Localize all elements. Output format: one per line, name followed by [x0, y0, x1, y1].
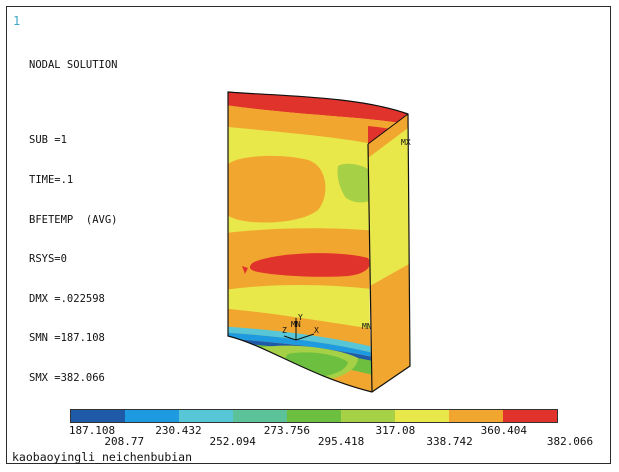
model-outline	[227, 91, 411, 393]
info-smx: SMX =382.066	[29, 371, 105, 384]
info-dmx: DMX =.022598	[29, 292, 105, 305]
info-smn: SMN =187.108	[29, 332, 105, 345]
info-sub: SUB =1	[29, 134, 67, 147]
legend-color-segment	[503, 410, 557, 422]
legend-tick-label: 382.066	[546, 435, 594, 448]
axis-min-label: MN	[291, 320, 301, 329]
model-title-label: kaobaoyingli_neichenbubian	[12, 450, 193, 464]
min-marker-label: MN	[362, 322, 372, 331]
legend-tick-label: 338.742	[426, 435, 473, 448]
legend-tick-label: 230.432	[155, 424, 202, 437]
axis-label-x: X	[314, 326, 319, 335]
legend-tick-label: 317.08	[375, 424, 416, 437]
axis-label-y: Y	[298, 313, 303, 322]
legend-color-segment	[233, 410, 287, 422]
contour-model-view[interactable]	[218, 86, 418, 396]
legend-color-segment	[71, 410, 125, 422]
legend-tick-label: 252.094	[209, 435, 256, 448]
info-rsys: RSYS=0	[29, 253, 67, 266]
legend-tick-label: 208.77	[104, 435, 145, 448]
contour-legend-bar	[70, 409, 558, 423]
axis-triad-x	[295, 333, 315, 341]
window-number: 1	[13, 14, 21, 28]
legend-tick-label: 187.108	[68, 424, 116, 437]
solution-info-panel: NODAL SOLUTION SUB =1 TIME=.1 BFETEMP (A…	[29, 33, 118, 398]
info-title: NODAL SOLUTION	[29, 59, 118, 72]
legend-color-segment	[341, 410, 395, 422]
legend-tick-label: 295.418	[317, 435, 365, 448]
legend-color-segment	[395, 410, 449, 422]
info-bfetemp: BFETEMP (AVG)	[29, 213, 118, 226]
max-marker-label: MX	[401, 138, 411, 147]
axis-label-z: Z	[282, 326, 287, 335]
legend-color-segment	[449, 410, 503, 422]
legend-tick-label: 273.756	[263, 424, 311, 437]
info-time: TIME=.1	[29, 174, 74, 186]
legend-tick-label: 360.404	[480, 424, 527, 437]
legend-color-segment	[179, 410, 233, 422]
legend-color-segment	[125, 410, 179, 422]
axis-triad-z	[283, 335, 297, 341]
legend-color-segment	[287, 410, 341, 422]
